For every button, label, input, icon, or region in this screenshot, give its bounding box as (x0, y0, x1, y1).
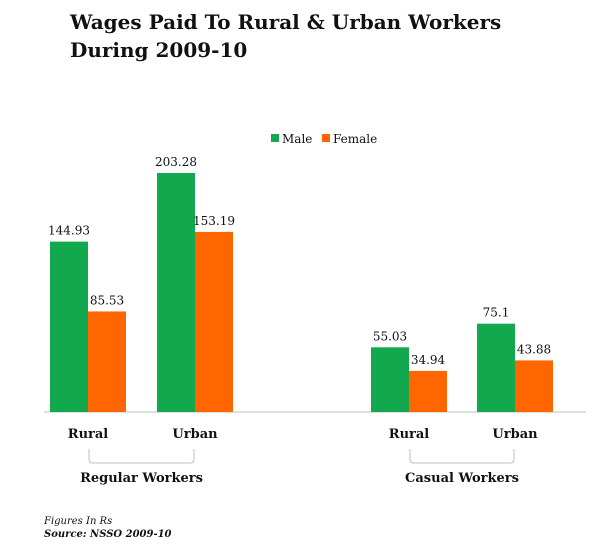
male-bar-1 (157, 173, 195, 412)
female-value-label-3: 43.88 (517, 342, 551, 356)
male-bar-2 (371, 347, 409, 412)
male-value-label-0: 144.93 (48, 224, 90, 238)
female-value-label-0: 85.53 (90, 293, 124, 307)
legend-swatch-1 (322, 134, 330, 142)
chart-title: Wages Paid To Rural & Urban Workers Duri… (70, 8, 590, 64)
group-label-0: Regular Workers (80, 471, 203, 486)
male-value-label-3: 75.1 (483, 306, 510, 320)
legend-label-0: Male (282, 132, 312, 146)
category-label-0: Rural (68, 427, 109, 442)
male-bar-0 (50, 241, 88, 412)
bars-layer (50, 173, 553, 412)
chart-title-line-2: During 2009-10 (70, 38, 248, 62)
male-value-label-2: 55.03 (373, 329, 407, 343)
legend-swatch-0 (271, 134, 279, 142)
male-bar-3 (477, 323, 515, 412)
group-label-1: Casual Workers (405, 471, 519, 486)
female-value-label-2: 34.94 (411, 353, 446, 367)
chart-title-line-1: Wages Paid To Rural & Urban Workers (70, 10, 502, 34)
male-value-label-1: 203.28 (155, 155, 197, 169)
female-value-label-1: 153.19 (193, 214, 235, 228)
units-note: Figures In Rs (44, 516, 113, 527)
legend-label-1: Female (333, 132, 377, 146)
group-bracket-1 (409, 449, 515, 464)
category-label-2: Rural (389, 427, 430, 442)
legend: Male Female (271, 132, 377, 146)
female-bar-3 (515, 360, 553, 412)
group-bracket-0 (88, 449, 195, 464)
female-bar-1 (195, 231, 233, 412)
female-bar-2 (409, 370, 447, 412)
female-bar-0 (88, 311, 126, 412)
labels-layer: 144.93 85.53 Rural 203.28 153.19 Urban 55.03 34… (48, 155, 551, 486)
category-label-3: Urban (492, 427, 538, 442)
source-note: Source: NSSO 2009-10 (44, 529, 172, 540)
category-label-1: Urban (172, 427, 218, 442)
